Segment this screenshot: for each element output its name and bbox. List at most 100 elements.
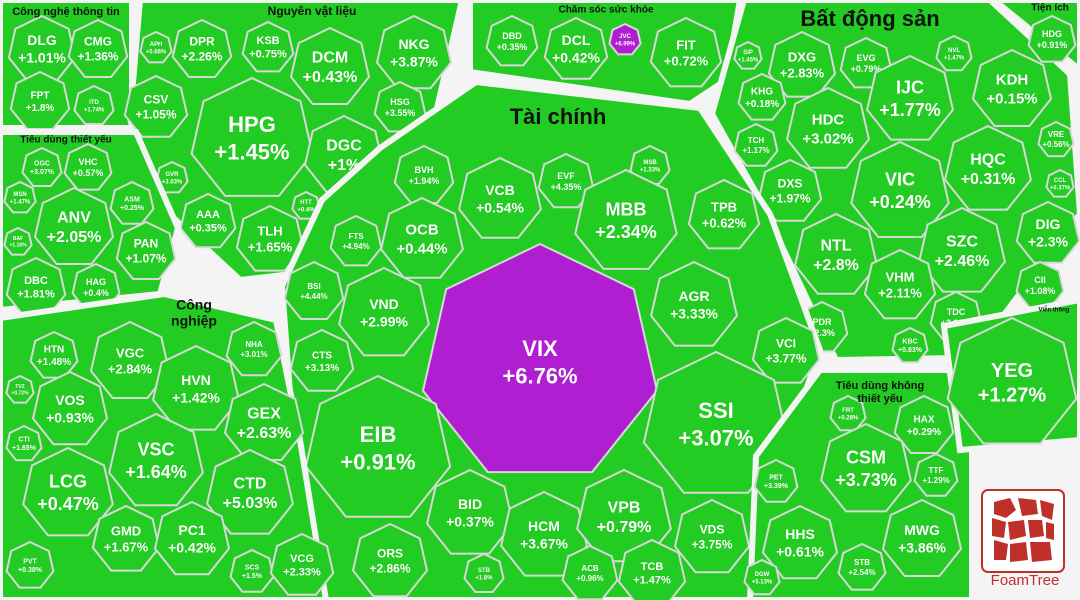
treemap-cell-cii[interactable] (1015, 260, 1065, 309)
treemap-cell-dxs[interactable] (757, 158, 823, 222)
treemap-cell-csm[interactable] (820, 422, 912, 513)
treemap-cell-pvt[interactable] (5, 540, 55, 589)
treemap-cell-tlh[interactable] (235, 204, 305, 272)
treemap-cell-dpr[interactable] (171, 18, 233, 78)
group-bat-dong-san[interactable]: SIP+1.45% DXG+2.83% EVG+0.79% NVL+1.47% KHG +… (708, 0, 1080, 364)
treemap-cell-dcl[interactable] (543, 16, 609, 80)
treemap-cell-gvr[interactable] (155, 160, 189, 194)
ticker-label: VHC (78, 157, 98, 167)
treemap-cell-vre[interactable] (1037, 120, 1075, 158)
group-tien-ich[interactable]: HDG+0.91% Tiện ích (989, 0, 1080, 74)
treemap-cell-dbd[interactable] (485, 14, 539, 67)
group-cham-soc-suc-khoe[interactable]: DBD+0.35% DCL+0.42% JVC+6.99% FIT+0.72% Chăm… (467, 0, 744, 108)
group-nguyen-vat-lieu[interactable]: APH+0.66%DPR+2.26%KSB+0.75% DCM+0.43%NKG+… (123, 0, 466, 284)
treemap-cell-tvz[interactable] (5, 374, 35, 404)
treemap-cell-vic[interactable] (850, 140, 950, 238)
group-vien-thong[interactable]: YEG +1.27% Viễn thông (940, 296, 1080, 454)
treemap-cell-hhs[interactable] (761, 504, 839, 580)
treemap-cell-htn[interactable] (29, 330, 79, 379)
treemap-cell-cmg[interactable] (67, 18, 129, 78)
treemap-cell-csv[interactable] (123, 74, 189, 138)
treemap-cell-hqc[interactable] (944, 124, 1032, 211)
treemap-cell-jvc[interactable] (608, 22, 642, 56)
treemap-cell-mbb[interactable] (574, 168, 678, 270)
treemap-cell-vds[interactable] (673, 498, 751, 574)
treemap-cell-anv[interactable] (33, 186, 115, 265)
treemap-cell-cti[interactable] (5, 424, 43, 462)
treemap-cell-sip[interactable] (733, 40, 763, 70)
treemap-cell-aph[interactable] (139, 30, 173, 64)
treemap-cell-yeg[interactable] (946, 316, 1078, 445)
treemap-cell-baf[interactable] (3, 226, 33, 256)
treemap-cell-hdc[interactable] (786, 86, 870, 169)
treemap-cell-acb[interactable] (561, 544, 619, 600)
treemap-cell-msn[interactable] (3, 180, 37, 214)
treemap-cell-ntl[interactable] (794, 212, 878, 295)
treemap-cell-dxg[interactable] (767, 30, 837, 98)
treemap-cell-vcg[interactable] (269, 532, 335, 596)
treemap-cell-scs[interactable] (229, 548, 275, 593)
treemap-cell-fit[interactable] (649, 16, 723, 88)
treemap-cell-nvl[interactable] (935, 34, 973, 72)
treemap-cell-ctd[interactable] (206, 448, 294, 535)
treemap-cell-vix[interactable] (421, 242, 659, 474)
treemap-cell-cts[interactable] (289, 328, 355, 392)
treemap-cell-vhc[interactable] (63, 142, 113, 191)
treemap-cell-hpg[interactable] (190, 76, 314, 197)
treemap-cell-evf[interactable] (537, 152, 595, 209)
treemap-cell-fts[interactable] (329, 214, 383, 267)
treemap-cell-stb[interactable] (837, 542, 887, 591)
group-tai-chinh[interactable]: BVH+1.94%VCB+0.54%EVF+4.35%MSB+1.33%FTS+… (278, 78, 824, 600)
treemap-cell-kbc[interactable] (891, 326, 929, 364)
treemap-cell-tch[interactable] (733, 122, 779, 167)
treemap-cell-aaa[interactable] (179, 192, 237, 249)
group-tieu-dung-khong-thiet-yeu[interactable]: FRT+0.28% HAX+0.29%TTF+1.29%CSM+3.73%PET+… (743, 367, 975, 600)
treemap-cell-vnd[interactable] (338, 266, 430, 357)
treemap-cell-ogc[interactable] (21, 146, 63, 187)
treemap-cell-pc1[interactable] (153, 500, 231, 576)
treemap-cell-eib[interactable] (304, 374, 452, 518)
group-tieu-dung-thiet-yeu[interactable]: OGC+3.07% VHC+0.57% MSN+1.47% ASM+0.25% ANV +… (0, 129, 182, 316)
treemap-cell-vhm[interactable] (863, 248, 937, 320)
treemap-cell-bsi[interactable] (283, 260, 345, 320)
treemap-cell-htt[interactable] (291, 190, 321, 220)
treemap-cell-ors[interactable] (351, 522, 429, 598)
treemap-cell-lcg[interactable] (22, 446, 114, 537)
treemap-cell-ccl[interactable] (1045, 168, 1075, 198)
treemap-cell-kdh[interactable] (971, 48, 1053, 127)
treemap-cell-agr[interactable] (650, 260, 738, 347)
treemap-cell-mwg[interactable] (881, 498, 963, 577)
treemap-cell-pan[interactable] (115, 220, 177, 280)
treemap-cell-ijc[interactable] (866, 54, 954, 141)
treemap-cell-nha[interactable] (225, 320, 283, 377)
treemap-cell-frt[interactable] (829, 394, 867, 432)
treemap-cell-bid[interactable] (426, 468, 514, 555)
treemap-cell-pet[interactable] (753, 458, 799, 503)
treemap-cell-dcm[interactable] (289, 26, 371, 105)
group-cong-nghiep[interactable]: HTN+1.48%VGC+2.84%NHA+3.01%TVZ+0.72% VOS+… (0, 290, 335, 600)
treemap-cell-vsc[interactable] (108, 412, 204, 507)
treemap-cell-dgw[interactable] (743, 558, 781, 596)
treemap-cell-szc[interactable] (918, 206, 1006, 293)
treemap-cell-itd[interactable] (73, 84, 115, 125)
change-label: +2.11% (878, 285, 922, 300)
treemap-cell-ocb[interactable] (380, 196, 464, 279)
treemap-cell-dig[interactable] (1015, 200, 1080, 264)
treemap-cell-stb[interactable] (463, 552, 505, 593)
treemap-cell-tcb[interactable] (617, 538, 687, 600)
treemap-cell-tpb[interactable] (687, 178, 761, 250)
treemap-cell-vci[interactable] (751, 316, 821, 384)
treemap-cell-ssi[interactable] (642, 350, 790, 494)
treemap-cell-ksb[interactable] (241, 20, 295, 73)
treemap-cell-gmd[interactable] (91, 504, 161, 572)
treemap-cell-asm[interactable] (109, 180, 155, 225)
treemap-cell-hax[interactable] (893, 394, 955, 454)
treemap-cell-khg[interactable] (737, 72, 787, 121)
treemap-cell-hvn[interactable] (152, 344, 240, 431)
treemap-cell-hdg[interactable] (1027, 14, 1077, 63)
treemap-cell-ttf[interactable] (913, 452, 959, 497)
group-cong-nghe-thong-tin[interactable]: DLG+1.01% CMG+1.36% FPT +1.8% ITD+1.74% Công … (0, 0, 135, 131)
treemap-cell-vcb[interactable] (458, 156, 542, 239)
treemap-cell-vos[interactable] (31, 370, 109, 446)
treemap-cell-vgc[interactable] (89, 320, 171, 399)
